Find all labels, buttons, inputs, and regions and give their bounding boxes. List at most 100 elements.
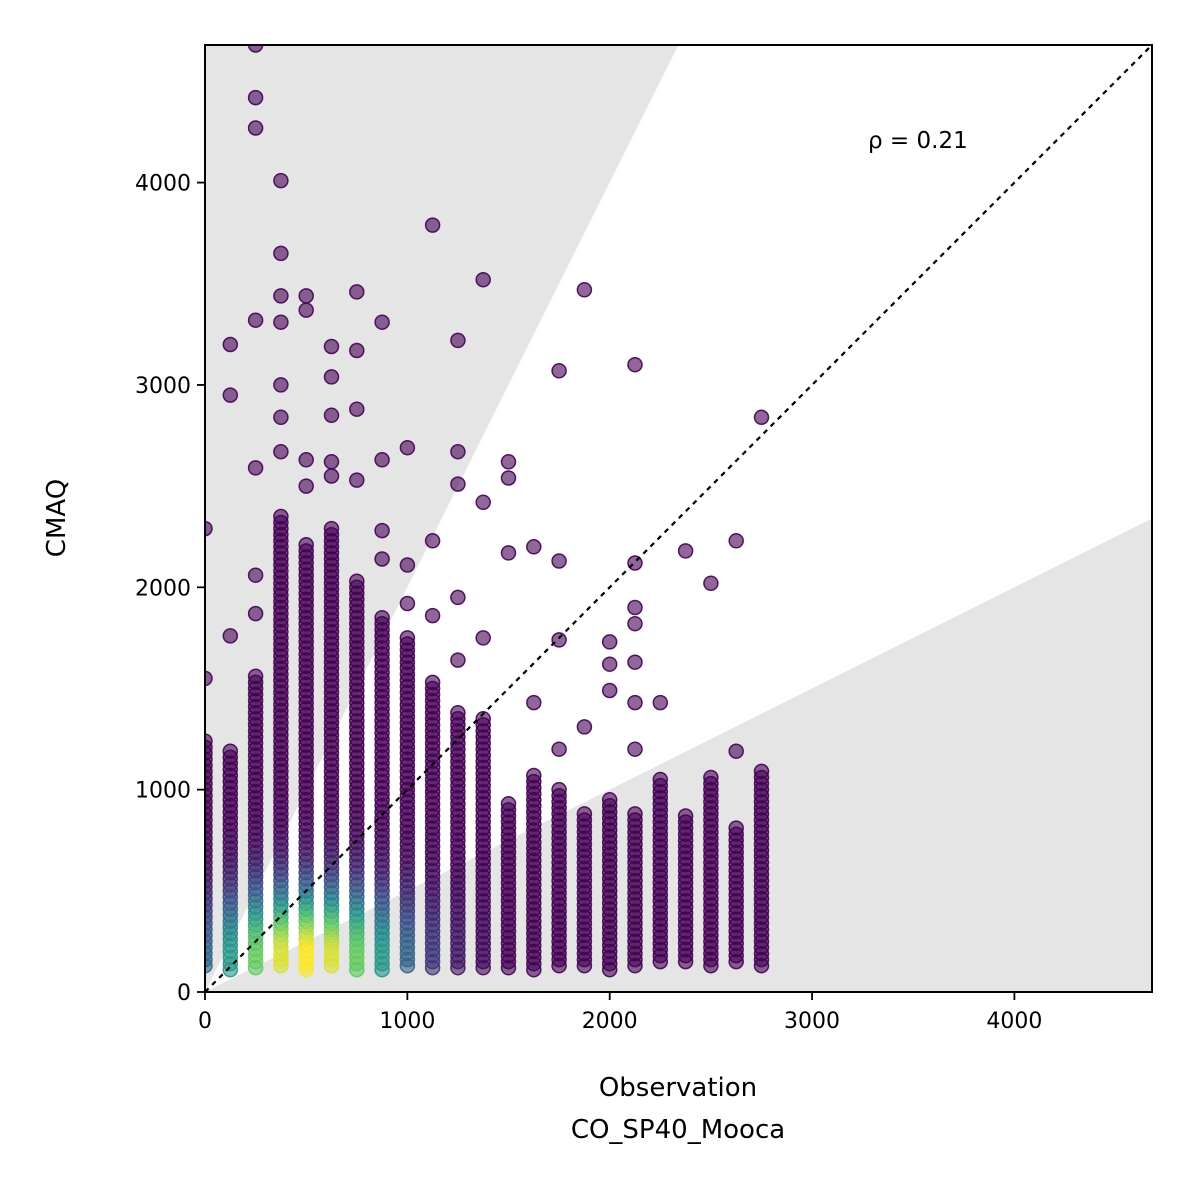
outlier-point xyxy=(677,543,694,559)
outlier-point xyxy=(526,694,542,711)
outlier-point xyxy=(273,288,289,304)
outlier-point xyxy=(475,494,491,511)
y-tick-label: 0 xyxy=(177,981,191,1006)
data-point xyxy=(753,957,770,974)
outlier-point xyxy=(753,409,770,426)
outlier-point xyxy=(450,589,466,606)
outlier-point xyxy=(450,652,466,668)
data-point xyxy=(703,957,719,974)
outlier-point xyxy=(247,312,264,328)
outlier-point xyxy=(374,314,390,330)
outlier-point xyxy=(298,478,314,494)
outlier-point xyxy=(500,470,517,486)
outlier-point xyxy=(601,634,618,650)
outlier-point xyxy=(374,452,390,468)
outlier-point xyxy=(601,656,618,672)
outlier-point xyxy=(728,533,744,549)
data-point xyxy=(728,953,744,970)
y-tick-label: 4000 xyxy=(135,172,191,197)
outlier-point xyxy=(349,284,365,300)
outlier-point xyxy=(273,443,289,460)
outlier-point xyxy=(627,654,643,670)
outlier-point xyxy=(450,332,466,349)
data-point xyxy=(627,957,643,974)
shade-upper xyxy=(205,45,679,992)
outlier-point xyxy=(205,520,213,537)
x-axis: 0 1000 2000 3000 4000 xyxy=(198,992,1042,1034)
y-axis: 0 1000 2000 3000 4000 xyxy=(135,172,205,1006)
outlier-point xyxy=(551,632,567,648)
outlier-point xyxy=(424,607,441,624)
outlier-point xyxy=(627,615,643,632)
data-point xyxy=(576,957,593,974)
data-point xyxy=(601,961,618,978)
outlier-point xyxy=(349,472,365,488)
outlier-point xyxy=(298,288,314,304)
outlier-point xyxy=(222,387,239,403)
outlier-point xyxy=(424,217,441,233)
x-tick-label: 0 xyxy=(198,1009,212,1034)
y-tick-label: 1000 xyxy=(135,779,191,804)
outlier-point xyxy=(703,575,719,592)
shade-lower xyxy=(205,518,1152,992)
data-point xyxy=(247,959,264,976)
data-point xyxy=(374,961,390,978)
data-point xyxy=(475,959,491,976)
outlier-point xyxy=(349,401,365,417)
outlier-point xyxy=(576,719,593,735)
outlier-point xyxy=(247,460,264,476)
outlier-point xyxy=(222,336,239,353)
outlier-point xyxy=(551,363,567,379)
outlier-point xyxy=(323,369,340,385)
x-axis-station-label: CO_SP40_Mooca xyxy=(571,1115,785,1145)
data-point xyxy=(424,959,441,976)
outlier-point xyxy=(627,694,643,711)
data-points xyxy=(205,45,770,978)
outlier-point xyxy=(399,439,416,456)
outlier-point xyxy=(374,522,390,539)
outlier-point xyxy=(399,557,416,573)
outlier-point xyxy=(551,553,567,569)
data-point xyxy=(222,961,239,978)
outlier-point xyxy=(450,443,466,460)
outlier-point xyxy=(298,302,314,318)
outlier-point xyxy=(576,282,593,298)
data-point xyxy=(652,953,669,970)
outlier-point xyxy=(222,628,239,644)
outlier-point xyxy=(374,551,390,567)
outlier-point xyxy=(323,454,340,470)
outlier-point xyxy=(728,743,744,759)
x-tick-label: 4000 xyxy=(986,1009,1042,1034)
outlier-point xyxy=(627,741,643,757)
data-point xyxy=(205,957,213,974)
outlier-point xyxy=(273,409,289,426)
outlier-point xyxy=(652,694,669,711)
data-point xyxy=(273,957,289,974)
outlier-point xyxy=(273,172,289,189)
data-point xyxy=(298,961,314,978)
outlier-point xyxy=(475,271,491,288)
outlier-point xyxy=(601,682,618,699)
data-point xyxy=(500,959,517,976)
outlier-point xyxy=(247,605,264,622)
shaded-regions xyxy=(205,45,1152,992)
one-to-one-line xyxy=(205,45,1152,992)
data-point xyxy=(323,957,340,974)
outlier-point xyxy=(475,630,491,646)
data-point xyxy=(349,961,365,978)
outlier-point xyxy=(526,539,542,555)
outlier-point xyxy=(500,454,517,470)
outlier-point xyxy=(273,377,289,393)
x-axis-label: Observation xyxy=(599,1073,757,1103)
outlier-point xyxy=(247,45,264,53)
outlier-point xyxy=(205,670,213,687)
x-tick-label: 3000 xyxy=(784,1009,840,1034)
outlier-point xyxy=(399,595,416,612)
y-tick-label: 2000 xyxy=(135,576,191,601)
x-tick-label: 2000 xyxy=(582,1009,638,1034)
data-point xyxy=(677,953,694,970)
outlier-point xyxy=(627,356,643,373)
outlier-point xyxy=(424,533,441,549)
outlier-point xyxy=(450,476,466,492)
plot-frame xyxy=(204,44,1153,993)
